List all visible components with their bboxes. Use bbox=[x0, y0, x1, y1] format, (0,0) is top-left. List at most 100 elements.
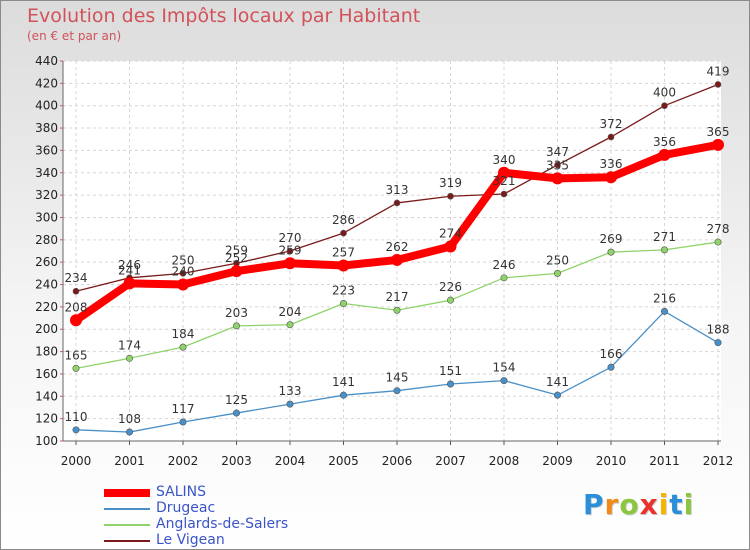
x-tick-label: 2008 bbox=[489, 454, 520, 468]
data-point-salins bbox=[551, 172, 564, 185]
data-label-anglards-de-salers: 223 bbox=[332, 284, 355, 298]
data-label-anglards-de-salers: 278 bbox=[707, 222, 730, 236]
data-point-drugeac bbox=[446, 380, 454, 388]
data-point-drugeac bbox=[126, 428, 134, 436]
data-label-anglards-de-salers: 271 bbox=[653, 230, 676, 244]
data-label-le-vigean: 321 bbox=[493, 174, 516, 188]
data-label-salins: 252 bbox=[225, 251, 248, 265]
data-point-le-vigean bbox=[714, 81, 722, 88]
x-tick-label: 2004 bbox=[275, 454, 306, 468]
data-point-anglards-de-salers bbox=[179, 343, 187, 351]
data-point-anglards-de-salers bbox=[660, 246, 668, 254]
data-label-le-vigean: 246 bbox=[118, 258, 141, 272]
data-point-le-vigean bbox=[72, 287, 80, 295]
data-label-salins: 257 bbox=[332, 246, 355, 260]
y-tick-label: 160 bbox=[35, 367, 58, 381]
x-tick-label: 2001 bbox=[114, 454, 145, 468]
y-tick-label: 240 bbox=[35, 278, 58, 292]
legend-swatch-anglards bbox=[104, 524, 150, 526]
data-label-drugeac: 108 bbox=[118, 412, 141, 426]
data-label-anglards-de-salers: 226 bbox=[439, 280, 462, 294]
data-point-anglards-de-salers bbox=[233, 322, 241, 330]
data-label-le-vigean: 234 bbox=[65, 271, 88, 285]
data-point-drugeac bbox=[553, 391, 561, 399]
logo-letter: i bbox=[683, 488, 695, 521]
data-label-drugeac: 166 bbox=[600, 347, 623, 361]
y-tick-label: 340 bbox=[35, 166, 58, 180]
data-point-salins bbox=[444, 240, 457, 253]
legend-label-drugeac: Drugeac bbox=[156, 500, 216, 516]
data-point-le-vigean bbox=[661, 102, 668, 110]
data-point-le-vigean bbox=[607, 133, 615, 141]
data-point-anglards-de-salers bbox=[286, 321, 294, 329]
data-label-anglards-de-salers: 246 bbox=[493, 258, 516, 272]
y-tick-label: 220 bbox=[35, 300, 58, 314]
data-point-drugeac bbox=[233, 409, 241, 417]
data-label-anglards-de-salers: 217 bbox=[386, 290, 409, 304]
data-label-anglards-de-salers: 203 bbox=[225, 306, 248, 320]
data-point-drugeac bbox=[339, 391, 347, 399]
logo-letter: o bbox=[619, 488, 640, 521]
y-tick-label: 420 bbox=[35, 76, 58, 90]
data-point-anglards-de-salers bbox=[500, 274, 508, 282]
x-tick-label: 2007 bbox=[435, 454, 466, 468]
data-label-le-vigean: 313 bbox=[386, 183, 409, 197]
data-point-drugeac bbox=[393, 387, 401, 395]
legend-label-anglards: Anglards-de-Salers bbox=[156, 516, 289, 532]
y-tick-label: 120 bbox=[35, 412, 58, 426]
data-label-drugeac: 133 bbox=[279, 384, 302, 398]
data-point-salins bbox=[658, 148, 671, 161]
data-point-salins bbox=[605, 171, 617, 184]
data-label-le-vigean: 286 bbox=[332, 213, 355, 227]
y-tick-label: 100 bbox=[35, 434, 58, 448]
data-label-salins: 259 bbox=[279, 243, 302, 257]
x-tick-label: 2012 bbox=[703, 454, 734, 468]
proxiti-logo: Proxiti bbox=[583, 488, 694, 521]
data-label-anglards-de-salers: 184 bbox=[172, 327, 195, 341]
data-label-drugeac: 141 bbox=[332, 375, 355, 389]
data-label-salins: 274 bbox=[439, 227, 462, 241]
legend-label-salins: SALINS bbox=[156, 484, 207, 500]
data-point-anglards-de-salers bbox=[393, 306, 401, 314]
data-point-drugeac bbox=[607, 363, 615, 371]
y-tick-label: 320 bbox=[35, 188, 58, 202]
data-point-le-vigean bbox=[340, 229, 347, 237]
y-tick-label: 440 bbox=[35, 54, 58, 68]
y-tick-label: 260 bbox=[35, 255, 58, 269]
data-label-salins: 262 bbox=[386, 240, 409, 254]
data-label-salins: 208 bbox=[65, 300, 88, 314]
x-tick-label: 2010 bbox=[596, 454, 627, 468]
data-label-drugeac: 154 bbox=[493, 361, 516, 375]
data-point-drugeac bbox=[179, 418, 187, 426]
data-label-le-vigean: 250 bbox=[172, 253, 195, 267]
x-tick-label: 2006 bbox=[382, 454, 413, 468]
data-point-anglards-de-salers bbox=[446, 296, 454, 304]
data-label-le-vigean: 400 bbox=[653, 86, 676, 100]
data-point-anglards-de-salers bbox=[607, 248, 615, 256]
y-tick-label: 280 bbox=[35, 233, 58, 247]
data-point-le-vigean bbox=[179, 270, 187, 277]
x-tick-label: 2011 bbox=[649, 454, 680, 468]
data-point-salins bbox=[284, 257, 296, 270]
legend-swatch-drugeac bbox=[104, 508, 150, 510]
y-tick-label: 300 bbox=[35, 210, 58, 224]
y-tick-label: 380 bbox=[35, 121, 58, 135]
data-label-salins: 336 bbox=[600, 157, 623, 171]
data-label-anglards-de-salers: 204 bbox=[279, 305, 302, 319]
data-point-le-vigean bbox=[447, 192, 454, 200]
logo-letter: x bbox=[639, 488, 659, 521]
data-label-anglards-de-salers: 269 bbox=[600, 232, 623, 246]
data-point-le-vigean bbox=[554, 161, 561, 169]
data-point-anglards-de-salers bbox=[553, 269, 561, 277]
chart-title: Evolution des Impôts locaux par Habitant bbox=[27, 5, 421, 27]
data-point-drugeac bbox=[72, 426, 80, 434]
data-label-salins: 240 bbox=[172, 265, 195, 279]
data-point-salins bbox=[70, 314, 82, 327]
data-point-salins bbox=[123, 277, 136, 290]
y-tick-label: 140 bbox=[35, 389, 58, 403]
data-point-salins bbox=[337, 259, 350, 272]
data-point-anglards-de-salers bbox=[339, 300, 347, 308]
data-label-drugeac: 125 bbox=[225, 393, 248, 407]
data-label-le-vigean: 259 bbox=[225, 243, 248, 257]
